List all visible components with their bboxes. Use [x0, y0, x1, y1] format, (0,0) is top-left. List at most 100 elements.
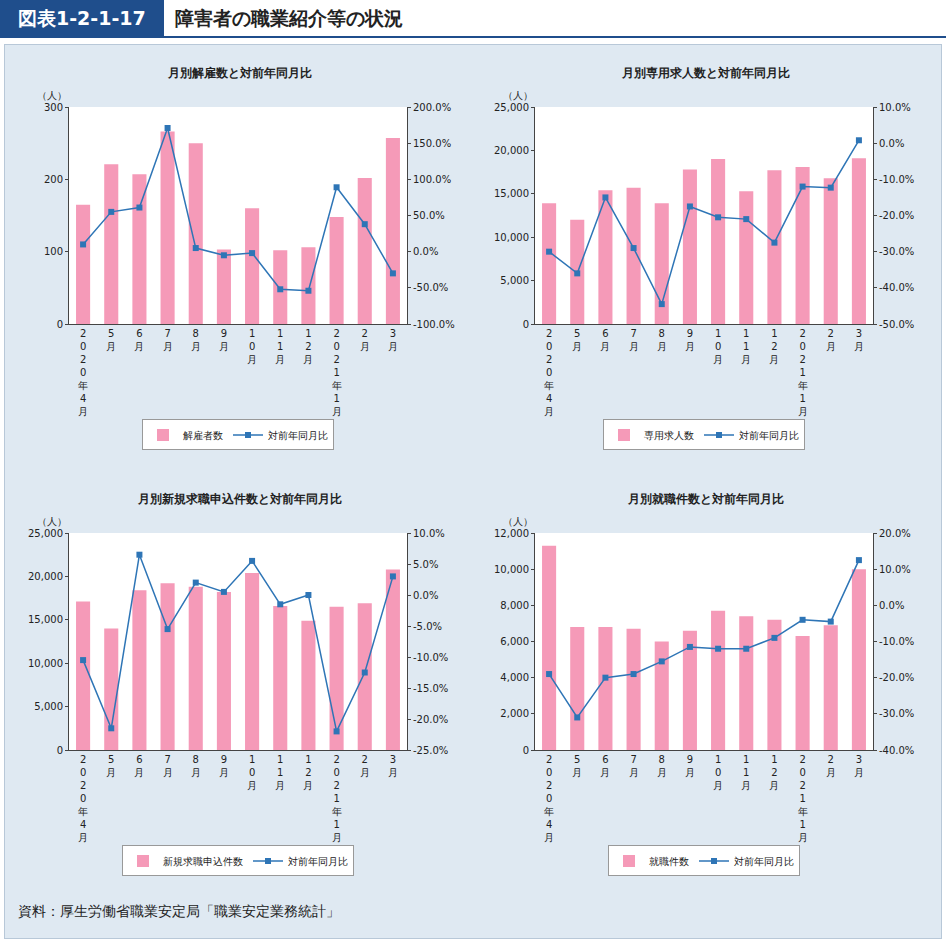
svg-text:-30.0%: -30.0%: [879, 708, 914, 719]
svg-text:2020年4月: 2020年4月: [78, 328, 88, 417]
svg-text:（人）: （人）: [503, 90, 533, 101]
svg-text:2021年1月: 2021年1月: [332, 754, 342, 843]
svg-text:月別専用求人数と対前年同月比: 月別専用求人数と対前年同月比: [621, 66, 790, 80]
svg-text:月別解雇数と対前年同月比: 月別解雇数と対前年同月比: [167, 66, 312, 80]
svg-text:2月: 2月: [826, 754, 836, 778]
svg-text:3月: 3月: [854, 754, 864, 778]
svg-text:2月: 2月: [826, 328, 836, 352]
svg-text:3月: 3月: [388, 754, 398, 778]
svg-text:5,000: 5,000: [34, 701, 63, 712]
svg-text:2020年4月: 2020年4月: [544, 328, 554, 417]
svg-text:5月: 5月: [106, 328, 116, 352]
svg-text:0: 0: [523, 319, 529, 330]
svg-text:0: 0: [57, 745, 63, 756]
svg-text:6,000: 6,000: [500, 636, 529, 647]
svg-text:10.0%: 10.0%: [879, 564, 911, 575]
svg-text:-20.0%: -20.0%: [879, 672, 914, 683]
svg-text:10月: 10月: [247, 754, 257, 791]
svg-text:2月: 2月: [360, 328, 370, 352]
svg-text:-15.0%: -15.0%: [413, 683, 448, 694]
svg-text:20.0%: 20.0%: [879, 528, 911, 539]
svg-text:100: 100: [44, 246, 63, 257]
svg-text:8月: 8月: [191, 754, 201, 778]
svg-text:-40.0%: -40.0%: [879, 282, 914, 293]
svg-text:3月: 3月: [854, 328, 864, 352]
svg-text:3月: 3月: [388, 328, 398, 352]
svg-text:10.0%: 10.0%: [413, 528, 445, 539]
svg-text:12,000: 12,000: [494, 528, 529, 539]
svg-text:9月: 9月: [685, 328, 695, 352]
svg-text:8,000: 8,000: [500, 600, 529, 611]
svg-text:0.0%: 0.0%: [413, 590, 438, 601]
svg-text:対前年同月比: 対前年同月比: [739, 430, 799, 441]
svg-text:200.0%: 200.0%: [413, 102, 451, 113]
svg-text:6月: 6月: [600, 328, 610, 352]
svg-text:-100.0%: -100.0%: [413, 319, 455, 330]
svg-text:-10.0%: -10.0%: [879, 636, 914, 647]
svg-text:25,000: 25,000: [28, 528, 63, 539]
svg-text:12月: 12月: [769, 328, 779, 365]
svg-text:7月: 7月: [163, 328, 173, 352]
svg-text:12月: 12月: [769, 754, 779, 791]
svg-text:-50.0%: -50.0%: [413, 282, 448, 293]
svg-text:10月: 10月: [713, 328, 723, 365]
svg-text:2020年4月: 2020年4月: [544, 754, 554, 843]
svg-text:2021年1月: 2021年1月: [332, 328, 342, 417]
svg-text:-5.0%: -5.0%: [413, 621, 442, 632]
svg-text:300: 300: [44, 102, 63, 113]
svg-text:6月: 6月: [134, 328, 144, 352]
svg-text:12月: 12月: [303, 328, 313, 365]
svg-text:（人）: （人）: [37, 90, 67, 101]
svg-text:100.0%: 100.0%: [413, 174, 451, 185]
svg-text:25,000: 25,000: [494, 102, 529, 113]
svg-text:10.0%: 10.0%: [879, 102, 911, 113]
svg-text:2021年1月: 2021年1月: [798, 328, 808, 417]
svg-text:10,000: 10,000: [494, 564, 529, 575]
svg-text:0.0%: 0.0%: [413, 246, 438, 257]
svg-text:-10.0%: -10.0%: [413, 652, 448, 663]
svg-text:-20.0%: -20.0%: [413, 714, 448, 725]
svg-text:対前年同月比: 対前年同月比: [288, 856, 348, 867]
svg-text:10月: 10月: [247, 328, 257, 365]
svg-text:7月: 7月: [629, 328, 639, 352]
svg-text:6月: 6月: [600, 754, 610, 778]
svg-text:5月: 5月: [572, 328, 582, 352]
svg-text:専用求人数: 専用求人数: [644, 430, 694, 441]
svg-text:月別新規求職申込件数と対前年同月比: 月別新規求職申込件数と対前年同月比: [137, 492, 342, 506]
svg-text:-20.0%: -20.0%: [879, 210, 914, 221]
svg-text:6月: 6月: [134, 754, 144, 778]
svg-text:新規求職申込件数: 新規求職申込件数: [163, 856, 243, 867]
svg-text:-40.0%: -40.0%: [879, 745, 914, 756]
svg-text:7月: 7月: [163, 754, 173, 778]
svg-text:対前年同月比: 対前年同月比: [734, 856, 794, 867]
svg-text:0.0%: 0.0%: [879, 600, 904, 611]
svg-text:-10.0%: -10.0%: [879, 174, 914, 185]
svg-text:8月: 8月: [191, 328, 201, 352]
svg-text:（人）: （人）: [37, 516, 67, 527]
svg-text:50.0%: 50.0%: [413, 210, 445, 221]
svg-text:150.0%: 150.0%: [413, 138, 451, 149]
svg-text:4,000: 4,000: [500, 672, 529, 683]
svg-text:就職件数: 就職件数: [649, 856, 689, 867]
svg-text:11月: 11月: [741, 754, 751, 791]
svg-text:5月: 5月: [106, 754, 116, 778]
svg-text:11月: 11月: [275, 328, 285, 365]
svg-text:（人）: （人）: [503, 516, 533, 527]
svg-text:0: 0: [57, 319, 63, 330]
svg-text:2021年1月: 2021年1月: [798, 754, 808, 843]
svg-text:20,000: 20,000: [28, 571, 63, 582]
svg-text:-50.0%: -50.0%: [879, 319, 914, 330]
svg-text:10月: 10月: [713, 754, 723, 791]
svg-text:対前年同月比: 対前年同月比: [268, 430, 328, 441]
svg-text:解雇者数: 解雇者数: [183, 430, 223, 441]
svg-text:11月: 11月: [275, 754, 285, 791]
svg-text:9月: 9月: [219, 328, 229, 352]
svg-text:15,000: 15,000: [494, 188, 529, 199]
svg-text:0: 0: [523, 745, 529, 756]
svg-text:5,000: 5,000: [500, 275, 529, 286]
svg-text:-25.0%: -25.0%: [413, 745, 448, 756]
svg-text:5.0%: 5.0%: [413, 559, 438, 570]
svg-text:9月: 9月: [219, 754, 229, 778]
svg-text:11月: 11月: [741, 328, 751, 365]
svg-text:0.0%: 0.0%: [879, 138, 904, 149]
